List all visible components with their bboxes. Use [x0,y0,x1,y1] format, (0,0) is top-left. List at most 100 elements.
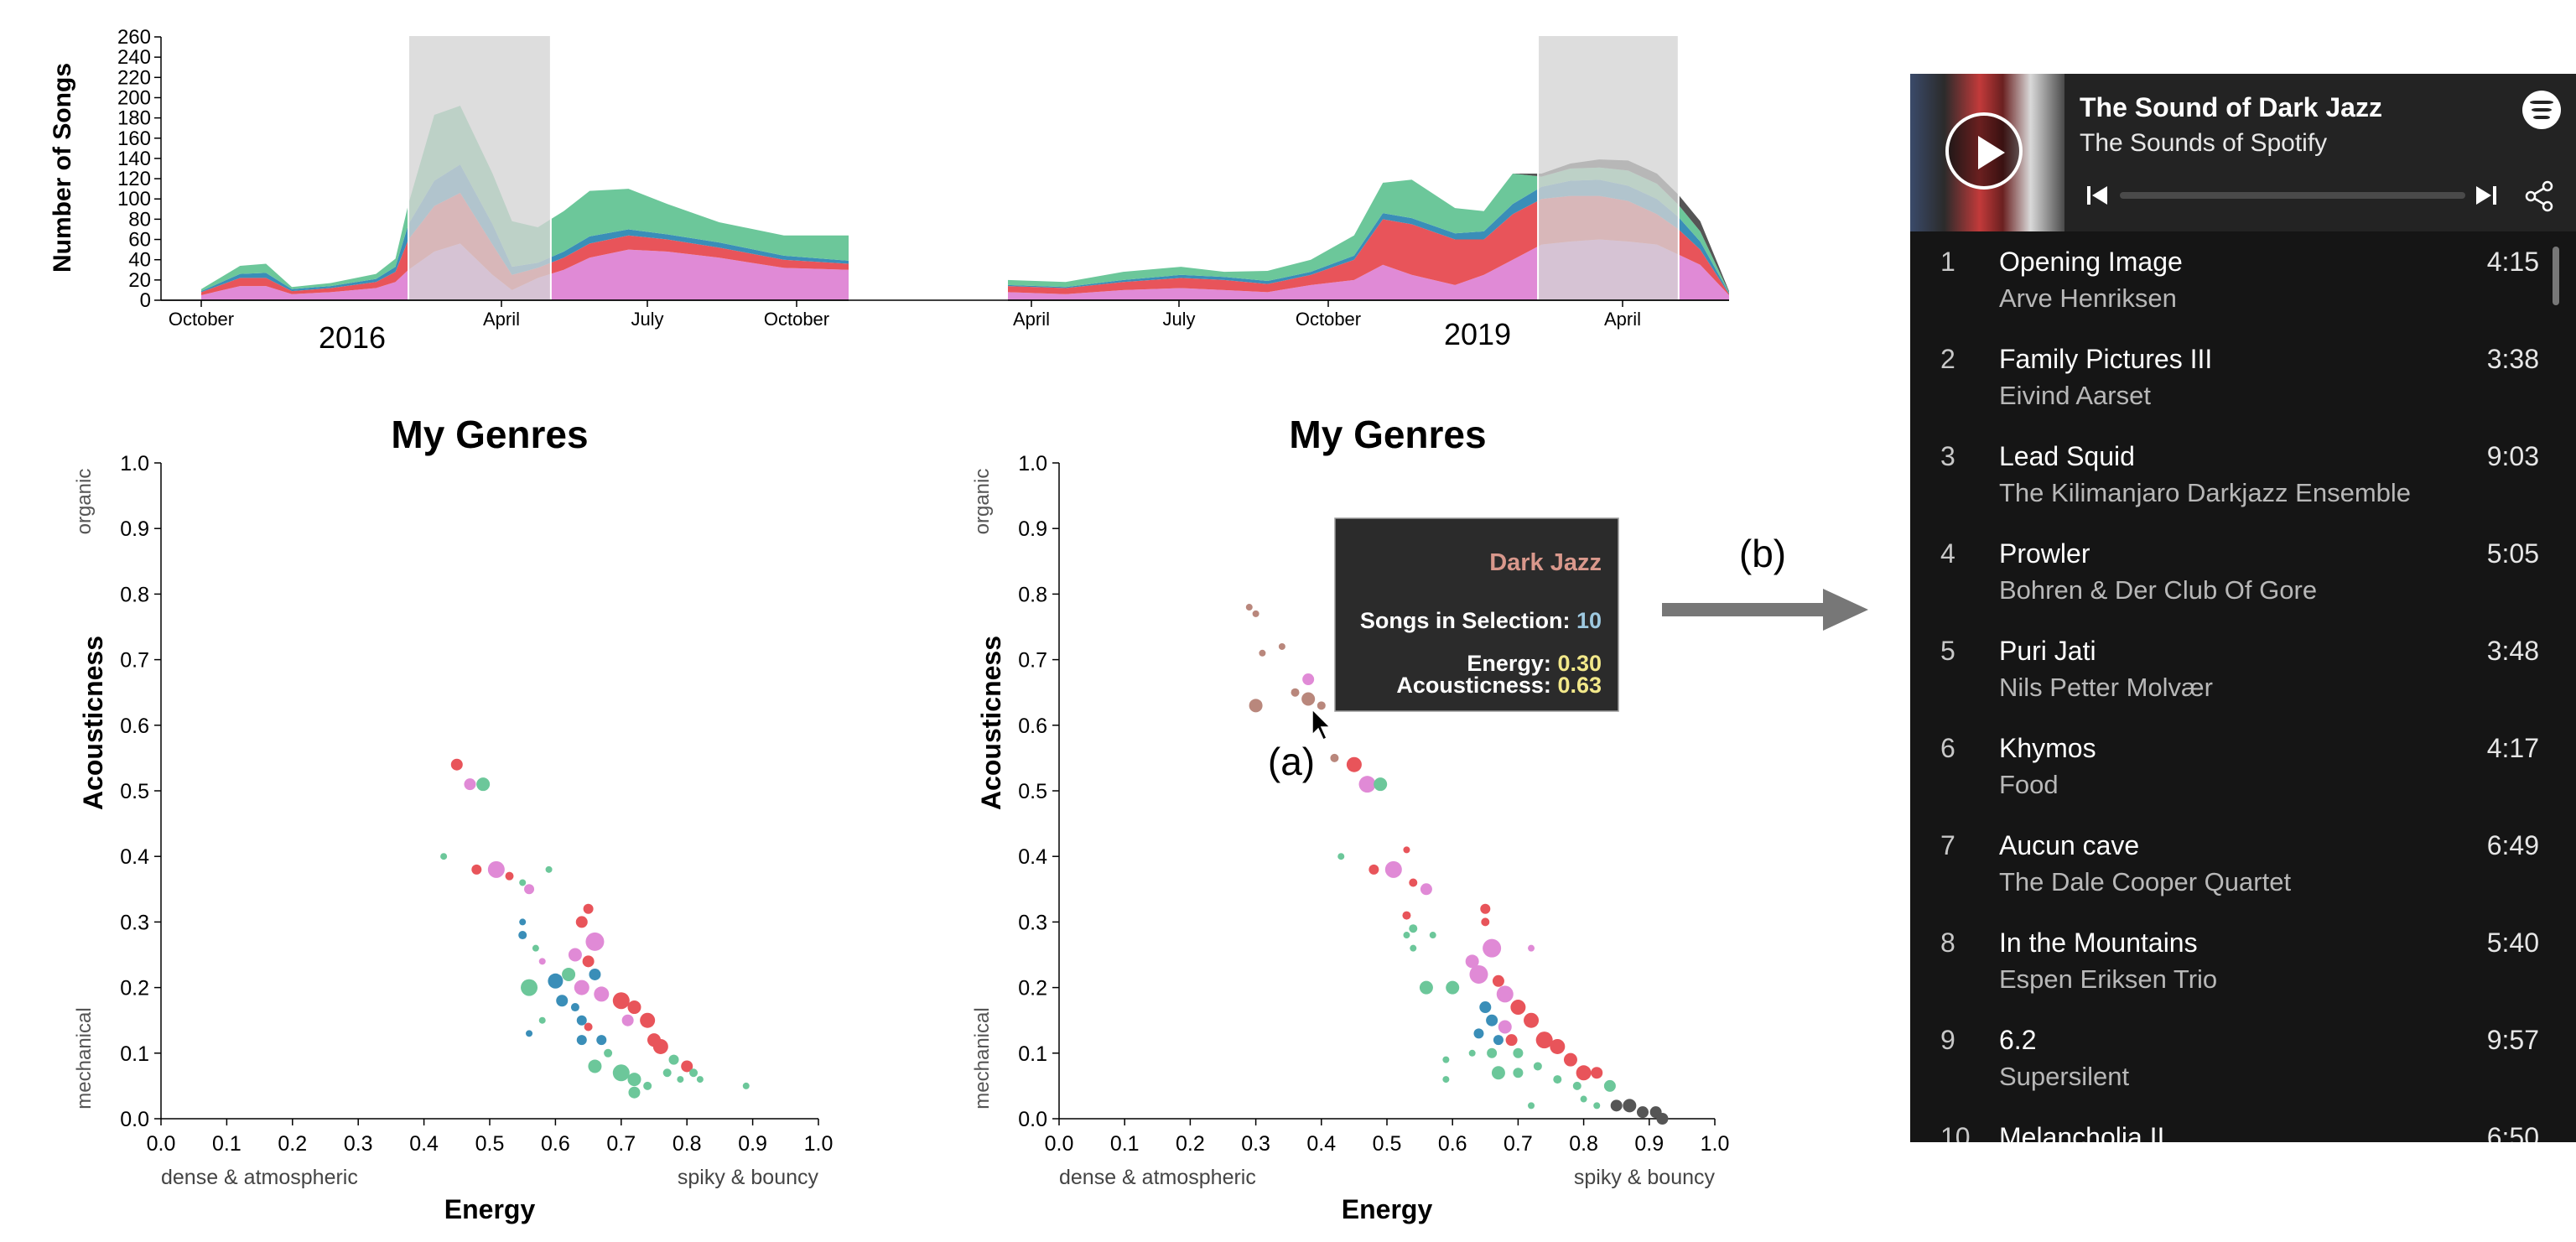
genre-scatter-2: My Genres 0.00.0 0.1 0.1 0.2 0.2 0.3 0.3 0.4 0.4 0… [971,413,1729,1224]
y-tick-label: 80 [128,208,151,231]
x-tick-label: 0.8 [1569,1132,1598,1156]
scatter-point [627,1073,641,1087]
track-number: 9 [1940,1025,1955,1055]
scatter-point [1563,1052,1577,1067]
track-row[interactable]: 8 In the Mountains Espen Eriksen Trio 5:40 [1910,912,2576,1010]
y-tick-label: 0.9 [1018,517,1047,541]
scatter-point [1513,1047,1524,1058]
x-tick-label: 0.9 [738,1132,767,1156]
scatter-point [1491,1066,1505,1080]
scatter-point [612,992,630,1010]
x-axis-title: Energy [1342,1194,1433,1224]
scatter-title: My Genres [1289,413,1486,456]
track-row[interactable]: 9 6.2 Supersilent 9:57 [1910,1010,2576,1107]
mouse-cursor-icon [1311,708,1332,741]
y-axis-title: Acousticness [976,636,1006,810]
y-tick-label: 0.8 [1018,583,1047,606]
track-duration: 9:57 [2486,1025,2539,1055]
track-row[interactable]: 1 Opening Image Arve Henriksen 4:15 [1910,231,2576,329]
y-axis-bottom-label: mechanical [73,1007,96,1109]
track-number: 7 [1940,830,1955,860]
playlist-title: The Sound of Dark Jazz [2080,92,2382,122]
track-number: 1 [1940,247,1955,277]
y-tick-label: 1.0 [120,452,149,475]
track-row[interactable]: 7 Aucun cave The Dale Cooper Quartet 6:49 [1910,815,2576,912]
scatter-point [1409,924,1418,933]
tooltip-songs-label: Songs in Selection: [1360,608,1571,633]
track-duration: 4:15 [2486,247,2539,277]
track-artist: Espen Eriksen Trio [1999,964,2218,994]
y-tick-label: 220 [117,66,151,89]
tooltip-energy-row: Energy: 0.30 [1467,651,1602,676]
scatter-point [464,778,476,791]
scatter-point [652,1038,668,1054]
scatter-point [1358,776,1376,793]
track-row[interactable]: 10 Melancholia II 6:50 [1910,1107,2576,1142]
scatter-point [1510,1000,1526,1016]
y-tick-label: 0.9 [120,517,149,541]
scatter-point [1245,604,1253,611]
scatter-point [583,903,594,914]
play-button[interactable] [1945,112,2023,190]
tooltip-songs-value: 10 [1576,608,1602,633]
scatter-point [1442,1056,1450,1063]
y-tick-label: 0.2 [120,977,149,1000]
scatter-point [562,967,576,981]
x-tick-label: 1.0 [1701,1132,1730,1156]
track-duration: 4:17 [2486,733,2539,763]
timeline-y-axis-title: Number of Songs [49,63,76,273]
time-brush-selection [1537,34,1680,301]
y-axis-top-label: organic [971,469,994,535]
scatter-point [521,979,538,996]
scatter-point [1384,860,1402,878]
track-row[interactable]: 5 Puri Jati Nils Petter Molvær 3:48 [1910,621,2576,718]
x-axis-right-label: spiky & bouncy [1574,1166,1716,1189]
genre-scatter-1: My Genres 0.00.0 0.1 0.1 0.2 0.2 0.3 0.3 0.4 0.4 0… [73,413,833,1224]
previous-track-icon[interactable] [2085,183,2110,208]
scatter-point [1481,917,1490,927]
y-tick-label: 140 [117,148,151,170]
x-tick-label: 0.0 [1045,1132,1074,1156]
scatter-point [519,879,527,886]
scatter-point [742,1082,750,1089]
spotify-logo-icon[interactable] [2522,91,2561,129]
tooltip-songs-row: Songs in Selection: 10 [1360,608,1602,633]
x-tick-label: 0.1 [1110,1132,1140,1156]
year-label: 2019 [1444,317,1511,351]
track-number: 10 [1940,1122,1971,1142]
time-brush-selection [408,34,552,301]
scatter-point [548,973,564,989]
x-tick-label: 0.4 [1306,1132,1336,1156]
scatter-point [440,853,448,860]
y-tick-label: 20 [128,269,151,292]
track-artist: Bohren & Der Club Of Gore [1999,575,2318,605]
scatter-point [1492,974,1504,987]
tracklist-scrollbar[interactable] [2553,247,2559,305]
y-tick-label: 0.1 [120,1042,149,1066]
y-tick-label: 0.7 [1018,649,1047,673]
scatter-point [1291,688,1300,697]
progress-bar[interactable] [2120,192,2465,199]
track-name: Khymos [1999,733,2096,763]
x-tick-label: October [169,309,234,330]
scatter-point [519,918,527,926]
track-name: 6.2 [1999,1025,2037,1055]
scatter-point [596,1035,607,1046]
y-tick-label: 1.0 [1018,452,1047,475]
scatter-point [518,931,527,940]
x-tick-label: July [1162,309,1195,330]
track-row[interactable]: 4 Prowler Bohren & Der Club Of Gore 5:05 [1910,523,2576,621]
scatter-point [1610,1099,1623,1112]
track-row[interactable]: 3 Lead Squid The Kilimanjaro Darkjazz Ense… [1910,426,2576,523]
share-icon[interactable] [2522,179,2556,213]
y-tick-label: 0.2 [1018,977,1047,1000]
track-name: In the Mountains [1999,928,2198,958]
tooltip-acousticness-row: Acousticness: 0.63 [1396,673,1602,698]
next-track-icon[interactable] [2474,183,2499,208]
scatter-point [1402,911,1411,920]
track-number: 2 [1940,344,1955,374]
track-row[interactable]: 2 Family Pictures III Eivind Aarset 3:38 [1910,329,2576,426]
track-duration: 3:38 [2486,344,2539,374]
y-tick-label: 0.8 [120,583,149,606]
track-row[interactable]: 6 Khymos Food 4:17 [1910,718,2576,815]
